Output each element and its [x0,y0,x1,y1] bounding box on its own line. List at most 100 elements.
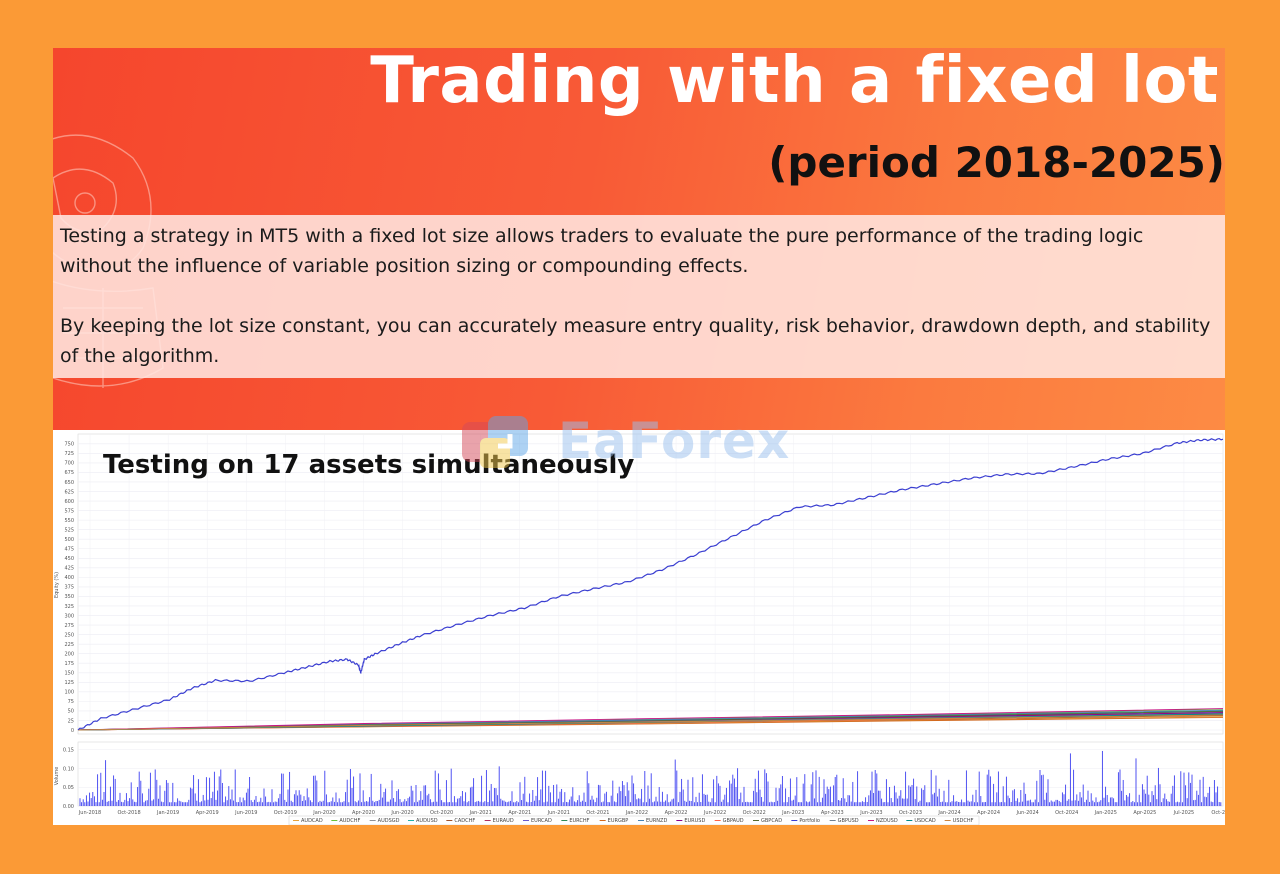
x-tick-label: Jun-2024 [1015,810,1038,816]
equity-y-tick-label: 700 [64,461,74,467]
series-line-eurnzd [77,709,1224,731]
equity-y-tick-label: 475 [64,547,74,553]
series-line-portfolio [77,437,1224,731]
description-box: Testing a strategy in MT5 with a fixed l… [53,215,1225,378]
legend-label: GBPAUD [723,818,744,824]
x-tick-label: Apr-2022 [665,810,688,816]
legend-label: NZDUSD [876,818,898,824]
equity-y-tick-label: 600 [64,499,74,505]
x-tick-label: Jun-2020 [390,810,413,816]
legend-label: EURNZD [646,818,667,824]
legend-label: EURUSD [684,818,705,824]
x-tick-label: Jan-2022 [625,810,648,816]
chart-legend [288,815,980,825]
description-paragraph-2: By keeping the lot size constant, you ca… [60,315,1211,367]
equity-y-tick-label: 450 [64,556,74,562]
watermark-text: EaForex [558,412,791,470]
equity-y-tick-label: 525 [64,527,74,533]
volume-y-tick-label: 0.00 [63,804,74,810]
x-tick-label: Apr-2019 [196,810,219,816]
x-tick-label: Oct-2024 [1055,810,1078,816]
equity-y-tick-label: 675 [64,470,74,476]
equity-y-tick-label: 225 [64,642,74,648]
equity-y-tick-label: 325 [64,604,74,610]
equity-y-tick-label: 175 [64,661,74,667]
x-tick-label: Oct-2023 [899,810,922,816]
equity-y-tick-label: 350 [64,594,74,600]
x-tick-label: Jun-2021 [547,810,570,816]
chart-heading: Testing on 17 assets simultaneously [103,450,635,480]
description-paragraph-1: Testing a strategy in MT5 with a fixed l… [60,225,1144,277]
equity-y-tick-label: 375 [64,585,74,591]
x-tick-label: Jan-2021 [469,810,492,816]
volume-y-axis-label: Volume [54,767,60,786]
x-tick-label: Jun-2018 [78,810,101,816]
x-tick-label: Oct-2022 [743,810,766,816]
chart-svg: 0 25 50 75 100 125 150 175 200 225 250 275 300 325 350… [54,433,1225,825]
x-tick-label: Apr-2025 [1133,810,1156,816]
x-tick-label: Jan-2025 [1094,810,1117,816]
legend-label: AUDCAD [301,818,323,824]
page-subtitle: (period 2018-2025) [768,138,1225,187]
equity-y-tick-label: 100 [64,690,74,696]
volume-y-tick-label: 0.05 [63,785,74,791]
legend-label: EURGBP [608,818,629,824]
equity-y-tick-label: 25 [68,718,74,724]
volume-panel-frame [77,741,1224,807]
legend-label: CADCHF [454,818,475,824]
legend-label: EURAUD [493,818,514,824]
volume-y-tick-label: 0.10 [63,766,74,772]
page-title: Trading with a fixed lot [370,48,1219,118]
x-tick-label: Jan-2020 [312,810,335,816]
series-line-usdchf [77,714,1224,731]
equity-y-tick-label: 50 [68,709,74,715]
x-tick-label: Apr-2023 [821,810,844,816]
header-banner: Trading with a fixed lot (period 2018-20… [53,48,1225,430]
equity-y-tick-label: 0 [71,728,74,734]
series-line-nzdusd [77,708,1224,731]
x-tick-label: Jul-2025 [1173,810,1195,816]
x-tick-label: Apr-2020 [352,810,375,816]
x-tick-label: Jan-2024 [937,810,960,816]
legend-label: USDCAD [914,818,936,824]
equity-y-tick-label: 275 [64,623,74,629]
x-tick-label: Oct-2018 [117,810,140,816]
x-tick-label: Jun-2019 [234,810,257,816]
backtest-chart: 0 25 50 75 100 125 150 175 200 225 250 275 300 325 350… [53,412,1225,825]
x-tick-label: Apr-2021 [508,810,531,816]
x-tick-label: Jun-2023 [859,810,882,816]
equity-y-tick-label: 250 [64,632,74,638]
x-tick-label: Apr-2024 [977,810,1000,816]
legend-label: EURCAD [531,818,552,824]
x-tick-label: Oct-2019 [274,810,297,816]
volume-y-tick-label: 0.15 [63,748,74,754]
legend-label: AUDCHF [339,818,360,824]
equity-y-tick-label: 750 [64,442,74,448]
legend-label: USDCHF [953,818,974,824]
legend-label: AUDUSD [416,818,438,824]
legend-label: AUDSGD [378,818,400,824]
equity-y-tick-label: 125 [64,680,74,686]
equity-y-tick-label: 300 [64,613,74,619]
x-tick-label: Oct-2020 [430,810,453,816]
legend-label: GBPCAD [761,818,782,824]
equity-y-tick-label: 150 [64,671,74,677]
x-tick-label: Jan-2023 [781,810,804,816]
equity-y-tick-label: 425 [64,566,74,572]
x-tick-label: Jun-2022 [703,810,726,816]
equity-y-tick-label: 575 [64,508,74,514]
equity-y-axis-label: Equity (%) [54,572,60,598]
legend-label: GBPUSD [838,818,859,824]
x-tick-label: Oct-2021 [586,810,609,816]
x-tick-label: Jan-2019 [156,810,179,816]
logo-icon [462,416,528,468]
equity-y-tick-label: 400 [64,575,74,581]
equity-y-tick-label: 625 [64,489,74,495]
equity-y-tick-label: 75 [68,699,74,705]
equity-y-tick-label: 200 [64,651,74,657]
watermark-logo: EaForex [458,408,838,478]
infographic-card: Trading with a fixed lot (period 2018-20… [53,48,1225,825]
equity-panel-frame [77,433,1224,735]
equity-y-tick-label: 500 [64,537,74,543]
legend-label: EURCHF [569,818,589,824]
